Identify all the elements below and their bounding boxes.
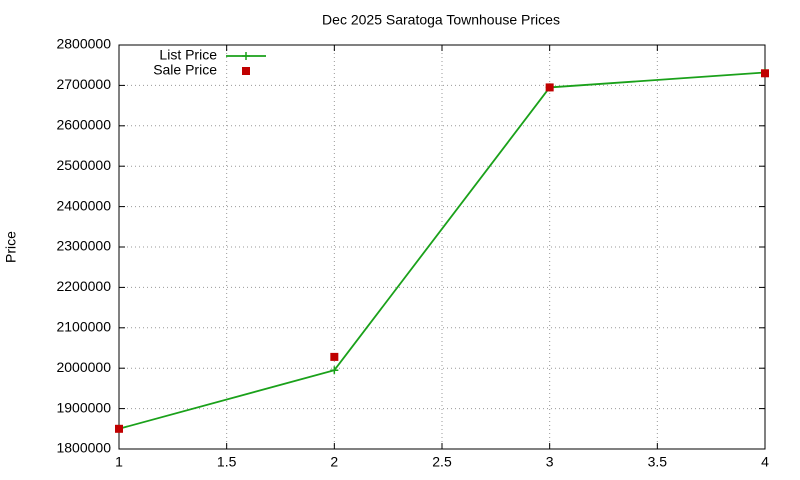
- point-marker: [330, 366, 339, 375]
- y-axis-label: Price: [3, 231, 19, 263]
- x-tick-label: 1: [115, 454, 123, 470]
- y-tick-label: 2300000: [56, 238, 111, 254]
- y-tick-label: 2500000: [56, 157, 111, 173]
- y-tick-label: 2800000: [56, 36, 111, 52]
- legend-marker: [242, 52, 250, 60]
- x-tick-label: 2: [330, 454, 338, 470]
- chart-title: Dec 2025 Saratoga Townhouse Prices: [322, 12, 560, 28]
- x-tick-label: 3: [546, 454, 554, 470]
- y-tick-label: 1800000: [56, 440, 111, 456]
- legend-label: Sale Price: [153, 62, 217, 78]
- x-tick-label: 3.5: [648, 454, 668, 470]
- series-line: [118, 71, 766, 430]
- legend-label: List Price: [159, 47, 217, 63]
- y-tick-label: 2400000: [56, 197, 111, 213]
- y-tick-label: 2600000: [56, 117, 111, 133]
- y-tick-label: 2000000: [56, 359, 111, 375]
- point-marker: [115, 424, 123, 433]
- x-tick-label: 2.5: [432, 454, 452, 470]
- x-tick-label: 1.5: [217, 454, 237, 470]
- y-tick-label: 2100000: [56, 319, 111, 335]
- x-tick-label: 4: [761, 454, 769, 470]
- y-tick-label: 2200000: [56, 278, 111, 294]
- point-marker: [545, 83, 554, 92]
- y-tick-label: 1900000: [56, 399, 111, 415]
- y-tick-label: 2700000: [56, 76, 111, 92]
- point-marker: [330, 352, 339, 361]
- plot-border: [118, 44, 766, 450]
- legend-marker: [242, 67, 250, 75]
- point-marker: [761, 69, 769, 78]
